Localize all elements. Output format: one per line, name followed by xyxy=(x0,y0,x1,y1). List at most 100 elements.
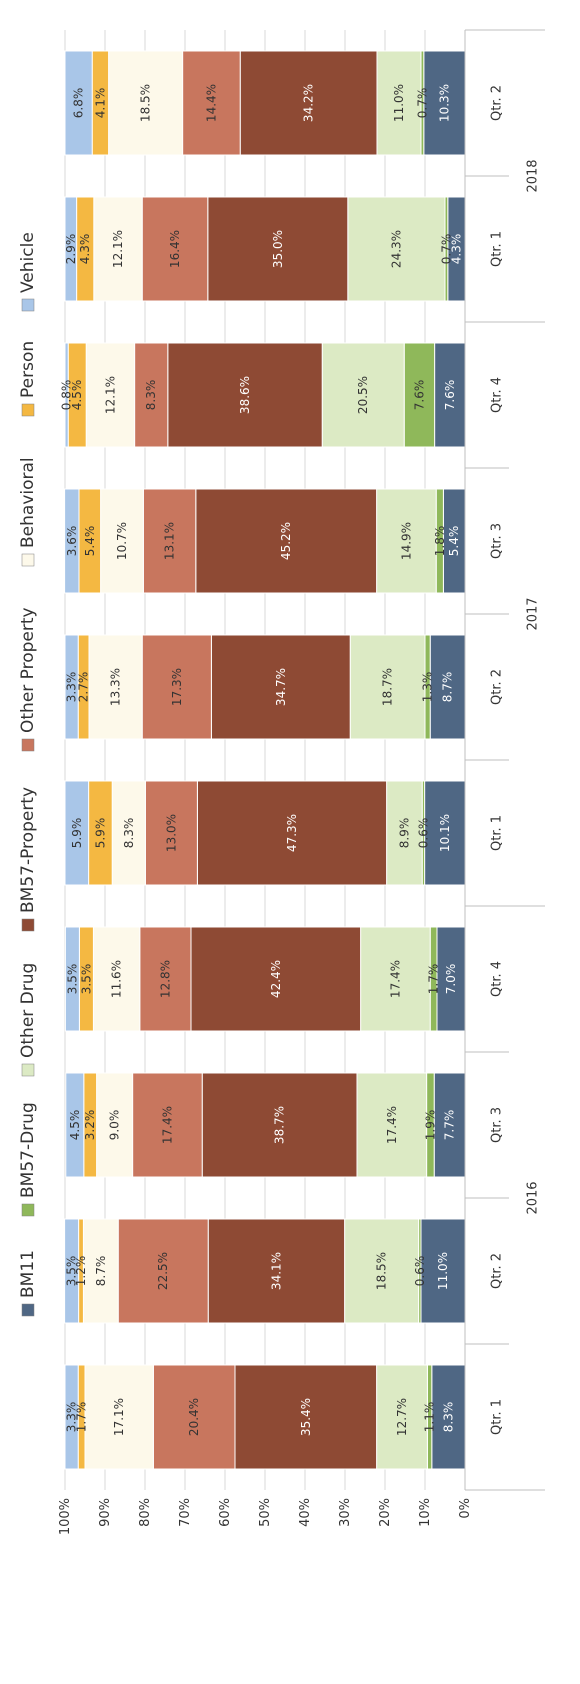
bar-segment xyxy=(239,50,378,156)
data-label: 8.7% xyxy=(94,1256,108,1287)
data-label: 0.6% xyxy=(413,1256,427,1287)
data-label: 3.3% xyxy=(65,672,79,703)
legend-swatch xyxy=(21,738,35,752)
data-label: 18.7% xyxy=(381,668,395,706)
bar-segment xyxy=(376,488,437,594)
bar-segment xyxy=(144,780,198,886)
data-label: 1.1% xyxy=(423,1402,437,1433)
bar-segment xyxy=(424,780,466,886)
data-label: 4.3% xyxy=(78,234,92,265)
data-label: 0.8% xyxy=(60,380,74,411)
bar-segment xyxy=(182,50,241,156)
bar-segment xyxy=(111,780,146,886)
bar-segment xyxy=(420,1218,466,1324)
data-label: 11.0% xyxy=(392,84,406,122)
legend-label: Other Property xyxy=(18,607,38,733)
data-label: 10.7% xyxy=(115,522,129,560)
data-label: 17.3% xyxy=(170,668,184,706)
bar-segment xyxy=(141,634,212,740)
bar-segment xyxy=(64,488,80,594)
data-label: 12.8% xyxy=(158,960,172,998)
bar-segment xyxy=(207,1218,346,1324)
bar-segment xyxy=(117,1218,209,1324)
data-label: 0.7% xyxy=(415,88,429,119)
data-label: 17.4% xyxy=(160,1106,174,1144)
bar-segment xyxy=(195,488,378,594)
data-label: 18.5% xyxy=(375,1252,389,1290)
bar-segment xyxy=(100,488,144,594)
legend-label: BM57-Property xyxy=(18,787,38,913)
data-label: 6.8% xyxy=(72,88,86,119)
bar-segment xyxy=(64,1364,79,1470)
data-label: 5.4% xyxy=(83,526,97,557)
data-label: 11.0% xyxy=(436,1252,450,1290)
x-tick-label: Qtr. 3 xyxy=(490,1107,505,1143)
bar-segment xyxy=(93,196,143,302)
data-label: 14.4% xyxy=(204,84,218,122)
data-label: 17.4% xyxy=(388,960,402,998)
bar-segment xyxy=(64,634,79,740)
bar-segment xyxy=(234,1364,378,1470)
data-label: 12.1% xyxy=(103,376,117,414)
bars xyxy=(64,50,466,1470)
legend-label: Vehicle xyxy=(18,232,38,293)
value-axis: 0% 10% 20% 30% 40% 50% 60% 70% 80% 90% 100% xyxy=(58,30,473,1535)
x-tick-label: Qtr. 1 xyxy=(490,815,505,851)
y-tick-label: 70% xyxy=(178,1498,193,1527)
x-tick-label: Qtr. 4 xyxy=(490,961,505,997)
group-label: 2016 xyxy=(526,1181,541,1214)
data-label: 5.9% xyxy=(93,818,107,849)
data-label: 10.3% xyxy=(437,84,451,122)
data-label: 34.2% xyxy=(302,84,316,122)
bar-segment xyxy=(84,1364,154,1470)
y-tick-label: 100% xyxy=(58,1498,73,1535)
bar-segment xyxy=(64,196,78,302)
data-label: 7.6% xyxy=(443,380,457,411)
bar-segment xyxy=(210,634,351,740)
data-label: 12.7% xyxy=(395,1398,409,1436)
data-label: 24.3% xyxy=(389,230,403,268)
data-label: 34.1% xyxy=(269,1252,283,1290)
bar-segment xyxy=(64,926,80,1032)
y-tick-label: 50% xyxy=(258,1498,273,1527)
data-label: 3.5% xyxy=(79,964,93,995)
data-label: 1.2% xyxy=(74,1256,88,1287)
legend-swatch xyxy=(21,403,35,417)
data-label: 22.5% xyxy=(156,1252,170,1290)
legend-swatch xyxy=(21,918,35,932)
bar-segment xyxy=(65,1072,85,1178)
data-label: 3.5% xyxy=(65,964,79,995)
legend-label: Other Drug xyxy=(18,963,38,1058)
data-label: 4.5% xyxy=(68,1110,82,1141)
y-tick-label: 30% xyxy=(338,1498,353,1527)
data-label: 1.3% xyxy=(421,672,435,703)
bar-segment xyxy=(64,50,93,156)
bar-segment xyxy=(344,1218,420,1324)
legend-swatch xyxy=(21,1063,35,1077)
bar-segment xyxy=(64,1218,80,1324)
bar-segment xyxy=(356,1072,428,1178)
data-label: 16.4% xyxy=(168,230,182,268)
data-label: 3.5% xyxy=(65,1256,79,1287)
bar-segment xyxy=(132,1072,203,1178)
bar-segment xyxy=(92,926,141,1032)
data-label: 20.4% xyxy=(187,1398,201,1436)
bar-segment xyxy=(88,634,143,740)
y-tick-label: 80% xyxy=(138,1498,153,1527)
bar-segment xyxy=(152,1364,236,1470)
data-label: 1.7% xyxy=(427,964,441,995)
bar-segment xyxy=(347,196,446,302)
data-label: 4.3% xyxy=(449,234,463,265)
y-tick-label: 0% xyxy=(458,1498,473,1519)
legend-label: Behavioral xyxy=(18,457,38,548)
bar-segment xyxy=(64,342,69,448)
data-label: 20.5% xyxy=(356,376,370,414)
y-tick-label: 40% xyxy=(298,1498,313,1527)
bar-segment xyxy=(207,196,349,302)
data-label: 18.5% xyxy=(139,84,153,122)
data-label: 13.1% xyxy=(163,522,177,560)
x-tick-label: Qtr. 1 xyxy=(490,231,505,267)
data-label: 8.7% xyxy=(441,672,455,703)
bar-segment xyxy=(141,196,209,302)
bar-segment xyxy=(423,50,466,156)
